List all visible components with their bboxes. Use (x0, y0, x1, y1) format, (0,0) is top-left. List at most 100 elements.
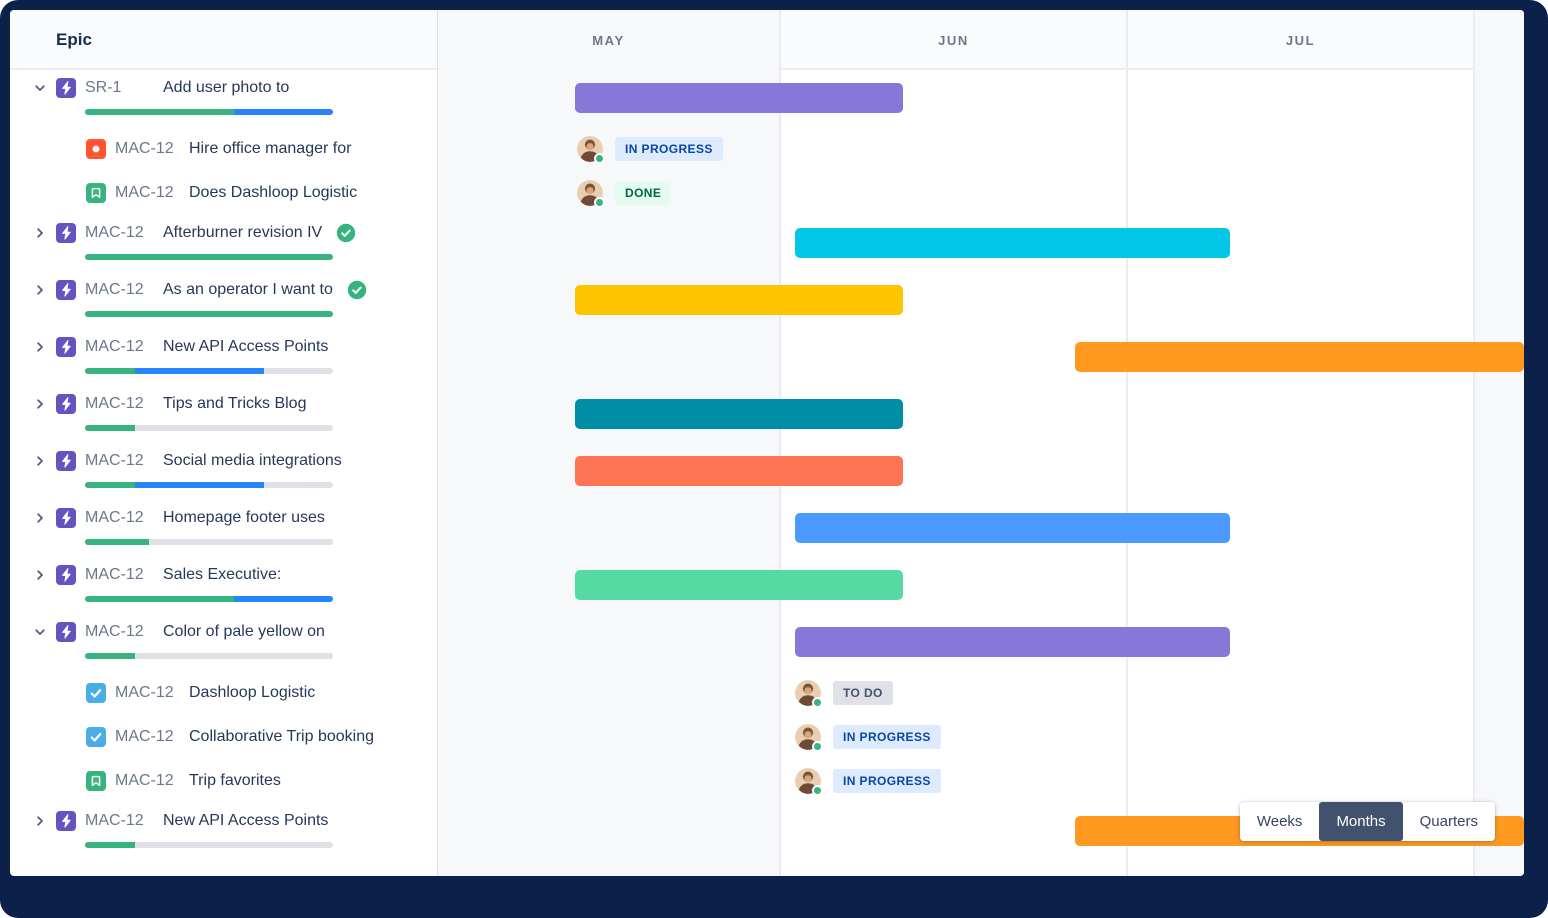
story-icon (86, 183, 106, 203)
issue-title: New API Access Points (163, 812, 329, 829)
issue-cell[interactable]: MAC-12 Afterburner revision IV (10, 215, 437, 272)
issue-cell[interactable]: SR-1 Add user photo to (10, 70, 437, 127)
done-check-icon (347, 280, 367, 300)
row-timeline: IN PROGRESS (437, 759, 1524, 803)
epic-icon (56, 223, 76, 243)
status-line: IN PROGRESS (795, 759, 941, 803)
roadmap-app: Epic MAY JUN JUL SR-1 Add user photo to MA… (10, 10, 1524, 876)
chevron-right-icon[interactable] (30, 508, 50, 528)
toggle-months-button[interactable]: Months (1319, 802, 1403, 841)
issue-title: Does Dashloop Logistic (189, 184, 358, 201)
issue-cell[interactable]: MAC-12 Homepage footer uses (10, 500, 437, 557)
progress-segment (85, 109, 234, 115)
avatar (577, 180, 605, 208)
issue-row-main: MAC-12 Color of pale yellow on (10, 619, 437, 645)
progress-segment (85, 368, 135, 374)
issue-key: MAC-12 (85, 509, 144, 526)
epic-icon (56, 394, 76, 414)
presence-dot (812, 785, 823, 796)
chevron-down-icon[interactable] (30, 622, 50, 642)
issue-key: MAC-12 (115, 772, 174, 789)
issue-cell[interactable]: MAC-12 Tips and Tricks Blog (10, 386, 437, 443)
issue-key: SR-1 (85, 79, 122, 96)
row-timeline (437, 329, 1524, 386)
progress-segment (85, 653, 135, 659)
chevron-right-icon[interactable] (30, 451, 50, 471)
month-label-jul: JUL (1285, 32, 1316, 48)
progress-bar (85, 425, 333, 431)
issue-cell[interactable]: MAC-12 Trip favorites (10, 759, 437, 803)
issue-cell[interactable]: MAC-12 Social media integrations (10, 443, 437, 500)
epic-column-header: Epic (10, 10, 437, 70)
timeline-bar[interactable] (795, 228, 1230, 258)
issue-cell[interactable]: MAC-12 Does Dashloop Logistic (10, 171, 437, 215)
timeline-bar[interactable] (1075, 342, 1524, 372)
row-timeline: DONE (437, 171, 1524, 215)
epic-icon (56, 811, 76, 831)
avatar (795, 680, 823, 708)
presence-dot (812, 697, 823, 708)
roadmap-row: MAC-12 Hire office manager for IN PROGRESS (10, 127, 1524, 171)
status-badge: IN PROGRESS (833, 725, 941, 749)
epic-column-label: Epic (56, 30, 92, 49)
chevron-down-icon[interactable] (30, 78, 50, 98)
row-timeline: IN PROGRESS (437, 127, 1524, 171)
issue-title: Dashloop Logistic (189, 684, 316, 701)
chevron-right-icon[interactable] (30, 565, 50, 585)
roadmap-row: MAC-12 As an operator I want to (10, 272, 1524, 329)
issue-cell[interactable]: MAC-12 Sales Executive: (10, 557, 437, 614)
issue-cell[interactable]: MAC-12 New API Access Points (10, 329, 437, 386)
roadmap-row: MAC-12 Social media integrations (10, 443, 1524, 500)
task-icon (86, 683, 106, 703)
issue-cell[interactable]: MAC-12 Color of pale yellow on (10, 614, 437, 671)
timeline-bar[interactable] (575, 570, 903, 600)
issue-cell[interactable]: MAC-12 As an operator I want to (10, 272, 437, 329)
progress-segment (85, 425, 135, 431)
roadmap-row: MAC-12 New API Access Points (10, 329, 1524, 386)
issue-title: As an operator I want to (163, 281, 333, 298)
issue-cell[interactable]: MAC-12 Hire office manager for (10, 127, 437, 171)
issue-row-main: MAC-12 New API Access Points (10, 808, 437, 834)
chevron-right-icon[interactable] (30, 223, 50, 243)
toggle-quarters-button[interactable]: Quarters (1402, 802, 1495, 841)
timeline-bar[interactable] (795, 513, 1230, 543)
issue-cell[interactable]: MAC-12 Dashloop Logistic (10, 671, 437, 715)
issue-cell[interactable]: MAC-12 Collaborative Trip booking (10, 715, 437, 759)
issue-title: New API Access Points (163, 338, 329, 355)
zoom-toggle: Weeks Months Quarters (1239, 802, 1495, 841)
timeline-bar[interactable] (575, 456, 903, 486)
chevron-right-icon[interactable] (30, 337, 50, 357)
issue-key: MAC-12 (115, 184, 174, 201)
progress-segment (134, 425, 333, 431)
epic-icon (56, 280, 76, 300)
issue-title: Trip favorites (189, 772, 281, 789)
issue-title: Afterburner revision IV (163, 224, 323, 241)
month-label-may: MAY (592, 32, 625, 48)
timeline-bar[interactable] (575, 83, 903, 113)
epic-icon (56, 78, 76, 98)
issue-key: MAC-12 (85, 452, 144, 469)
issue-row-main: MAC-12 Afterburner revision IV (10, 220, 437, 246)
progress-segment (85, 311, 333, 317)
issue-key: MAC-12 (85, 623, 144, 640)
chevron-right-icon[interactable] (30, 811, 50, 831)
roadmap-row: MAC-12 Sales Executive: (10, 557, 1524, 614)
progress-segment (134, 653, 333, 659)
issue-key: MAC-12 (85, 338, 144, 355)
chevron-right-icon[interactable] (30, 394, 50, 414)
issue-cell[interactable]: MAC-12 New API Access Points (10, 803, 437, 860)
progress-segment (149, 539, 333, 545)
status-line: DONE (577, 171, 672, 215)
presence-dot (812, 741, 823, 752)
progress-bar (85, 653, 333, 659)
issue-title: Sales Executive: (163, 566, 282, 583)
roadmap-row: MAC-12 Color of pale yellow on (10, 614, 1524, 671)
timeline-bar[interactable] (575, 399, 903, 429)
issue-title: Hire office manager for (189, 140, 352, 157)
issue-row-main: MAC-12 As an operator I want to (10, 277, 437, 303)
timeline-bar[interactable] (795, 627, 1230, 657)
toggle-weeks-button[interactable]: Weeks (1239, 802, 1320, 841)
month-gridline (1473, 10, 1475, 876)
timeline-bar[interactable] (575, 285, 903, 315)
chevron-right-icon[interactable] (30, 280, 50, 300)
